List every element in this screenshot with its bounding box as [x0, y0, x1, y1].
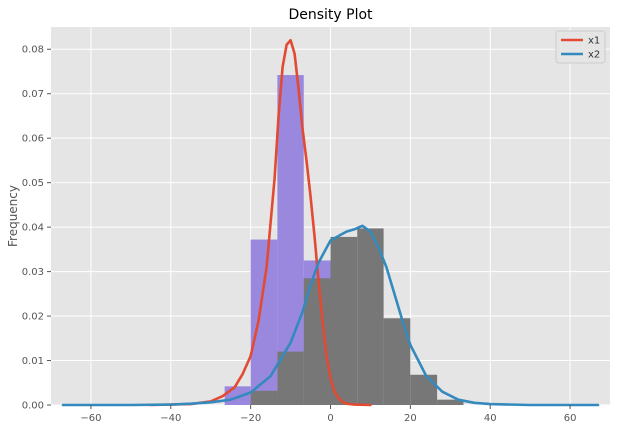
y-tick-label: 0.08: [22, 45, 44, 56]
y-axis-ticks: 0.00 0.01 0.02 0.03 0.04 0.05 0.06 0.07 0.08: [22, 45, 51, 412]
y-tick-label: 0.03: [22, 267, 44, 278]
y-tick-label: 0.04: [22, 223, 44, 234]
x-axis-ticks: −60 −40 −20 0 20 40 60: [80, 405, 576, 424]
histogram-bar-x2: [357, 228, 384, 405]
density-lines: [61, 38, 600, 407]
x-tick-label: −40: [160, 413, 181, 424]
histogram-bar-x1: [277, 75, 304, 406]
histogram-bar-x2: [277, 351, 304, 405]
y-tick-label: 0.05: [22, 178, 44, 189]
y-axis-label: Frequency: [6, 185, 20, 247]
x-tick-label: 60: [564, 413, 577, 424]
chart-title: Density Plot: [288, 7, 373, 23]
y-tick-label: 0.06: [22, 134, 44, 145]
x-tick-label: −60: [80, 413, 101, 424]
y-tick-label: 0.02: [22, 312, 44, 323]
x-tick-label: −20: [240, 413, 261, 424]
x-tick-label: 0: [327, 413, 333, 424]
legend-label-x1: x1: [588, 36, 600, 47]
y-tick-label: 0.01: [22, 356, 44, 367]
histogram-bar-x2: [437, 399, 464, 405]
density-line-x2: [61, 224, 600, 407]
density-line-x1: [149, 38, 372, 407]
x-tick-label: 20: [404, 413, 417, 424]
legend-label-x2: x2: [588, 50, 600, 61]
histogram-bar-x1: [224, 386, 251, 405]
y-tick-label: 0.00: [22, 401, 44, 412]
histogram-bar-x2: [250, 390, 278, 405]
histogram-bar-x1: [250, 239, 278, 405]
histogram-x2: [250, 228, 464, 405]
x-tick-label: 40: [484, 413, 497, 424]
y-tick-label: 0.07: [22, 89, 44, 100]
histogram-bar-x2: [410, 374, 438, 405]
histogram-bar-x2: [330, 236, 358, 405]
